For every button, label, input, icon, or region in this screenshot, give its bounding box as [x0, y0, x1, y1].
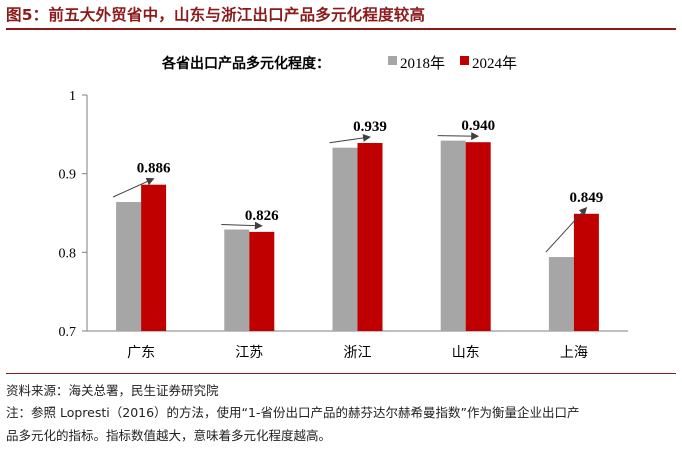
category-label: 浙江: [344, 345, 372, 361]
bar-2024: [357, 142, 383, 331]
y-tick-label: 0.9: [59, 168, 77, 183]
y-ticks: 0.7 0.8 0.9 1: [59, 89, 87, 340]
change-arrows: [112, 132, 588, 253]
legend: 2018年 2024年: [388, 55, 517, 72]
data-label: 0.940: [461, 118, 495, 134]
y-tick-label: 0.7: [59, 325, 77, 340]
change-arrow: [329, 134, 371, 144]
change-arrow: [437, 132, 480, 141]
data-label: 0.826: [245, 208, 279, 224]
bars: [116, 140, 599, 331]
category-label: 江苏: [235, 345, 263, 361]
title-rule: [6, 28, 676, 30]
category-labels: 广东 江苏 浙江 山东 上海: [127, 345, 588, 361]
category-label: 山东: [452, 345, 480, 361]
figure-title: 图5：前五大外贸省中，山东与浙江出口产品多元化程度较高: [6, 6, 426, 24]
chart-title: 各省出口产品多元化程度：: [161, 55, 330, 72]
bar-2018: [440, 140, 466, 331]
bottom-rule: [6, 373, 676, 374]
y-tick-label: 1: [69, 89, 76, 104]
change-arrow: [221, 221, 263, 230]
legend-label-2018: 2018年: [400, 55, 445, 72]
change-arrow: [112, 177, 155, 198]
bar-2018: [224, 229, 250, 331]
data-labels: 0.886 0.826 0.939 0.940 0.849: [137, 118, 604, 224]
category-label: 广东: [127, 345, 155, 361]
bar-2018: [332, 147, 358, 331]
change-arrow: [545, 207, 588, 253]
note-line-2: 品多元化的指标。指标数值越大，意味着多元化程度越高。: [6, 428, 332, 443]
data-label: 0.939: [353, 119, 387, 135]
data-label: 0.849: [570, 190, 604, 206]
bar-2018: [116, 201, 142, 331]
legend-swatch-2018: [388, 56, 397, 65]
y-tick-label: 0.8: [59, 246, 77, 261]
note-line-1: 注：参照 Lopresti（2016）的方法，使用“1-省份出口产品的赫芬达尔赫…: [6, 405, 580, 420]
bar-2024: [141, 184, 167, 331]
legend-label-2024: 2024年: [472, 55, 517, 72]
bar-2024: [573, 213, 599, 331]
bar-2024: [465, 142, 491, 331]
category-label: 上海: [560, 345, 588, 361]
source-note: 资料来源：海关总署，民生证券研究院: [6, 383, 219, 398]
legend-swatch-2024: [460, 56, 469, 65]
data-label: 0.886: [137, 161, 171, 177]
bar-2024: [249, 231, 275, 331]
bar-chart: 各省出口产品多元化程度： 2018年 2024年 0.7 0.8 0.9 1 0.88…: [59, 55, 628, 361]
bar-2018: [548, 257, 574, 331]
